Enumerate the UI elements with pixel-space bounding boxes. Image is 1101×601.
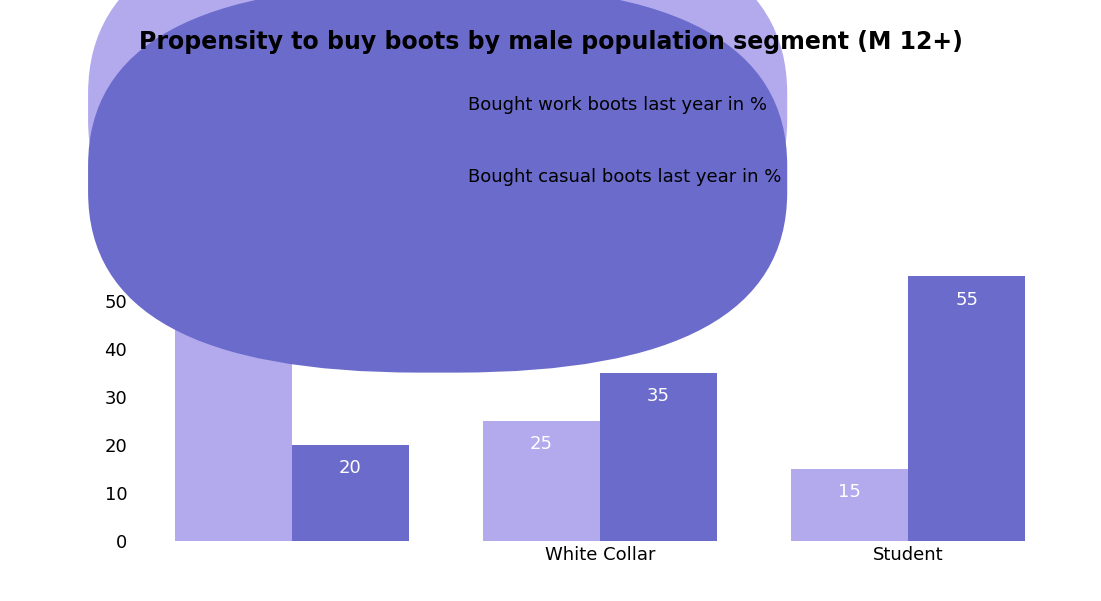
Text: 60: 60 bbox=[222, 267, 244, 285]
Bar bbox=[908, 276, 1025, 541]
Bar bbox=[292, 445, 408, 541]
Text: 35: 35 bbox=[647, 387, 671, 405]
Text: 55: 55 bbox=[956, 291, 979, 309]
Text: 15: 15 bbox=[838, 483, 861, 501]
Text: 25: 25 bbox=[530, 435, 553, 453]
Bar bbox=[600, 373, 717, 541]
Text: Bought work boots last year in %: Bought work boots last year in % bbox=[468, 96, 767, 114]
Text: Bought casual boots last year in %: Bought casual boots last year in % bbox=[468, 168, 782, 186]
Text: 20: 20 bbox=[339, 459, 362, 477]
Bar bbox=[175, 252, 292, 541]
Bar bbox=[792, 469, 908, 541]
Text: Propensity to buy boots by male population segment (M 12+): Propensity to buy boots by male populati… bbox=[139, 30, 962, 54]
Bar bbox=[483, 421, 600, 541]
